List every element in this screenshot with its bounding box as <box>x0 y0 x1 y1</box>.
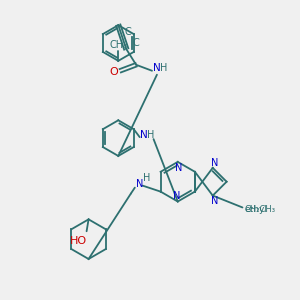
Text: H: H <box>147 130 154 140</box>
Text: O: O <box>109 67 118 77</box>
Text: C: C <box>125 27 132 37</box>
Text: C: C <box>133 38 140 48</box>
Text: ethyl: ethyl <box>245 205 268 214</box>
Text: N: N <box>153 63 161 73</box>
Text: N: N <box>173 190 180 201</box>
Text: N: N <box>211 158 218 168</box>
Text: H: H <box>143 173 150 183</box>
Text: HO: HO <box>70 236 87 246</box>
Text: CH₃: CH₃ <box>109 40 128 50</box>
Text: N: N <box>175 163 182 173</box>
Text: CH₂CH₃: CH₂CH₃ <box>244 205 275 214</box>
Text: N: N <box>136 179 143 189</box>
Text: H: H <box>160 63 168 73</box>
Text: N: N <box>140 130 148 140</box>
Text: N: N <box>211 196 218 206</box>
